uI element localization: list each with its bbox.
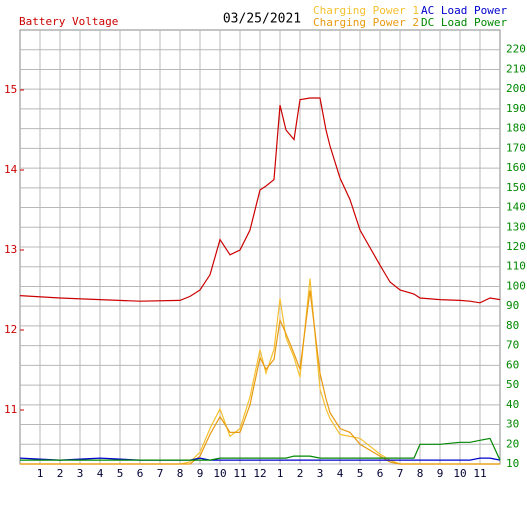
x-tick-label: 9 bbox=[197, 467, 204, 480]
y-tick-label: 14 bbox=[4, 163, 18, 176]
series-line bbox=[20, 290, 500, 465]
y2-tick-label: 160 bbox=[506, 161, 526, 174]
x-tick-label: 4 bbox=[337, 467, 344, 480]
x-tick-label: 2 bbox=[57, 467, 64, 480]
x-tick-label: 11 bbox=[473, 467, 486, 480]
x-tick-label: 3 bbox=[317, 467, 324, 480]
y-tick-label: 13 bbox=[4, 243, 17, 256]
y2-tick-label: 110 bbox=[506, 260, 526, 273]
legend-entry: AC Load Power bbox=[421, 4, 507, 17]
x-tick-label: 3 bbox=[77, 467, 84, 480]
x-tick-label: 8 bbox=[417, 467, 424, 480]
x-tick-label: 6 bbox=[137, 467, 144, 480]
y-tick-label: 15 bbox=[4, 83, 17, 96]
y2-tick-label: 210 bbox=[506, 62, 526, 75]
x-tick-label: 1 bbox=[37, 467, 44, 480]
y2-tick-label: 20 bbox=[506, 437, 519, 450]
y-axis-label: Battery Voltage bbox=[19, 15, 118, 28]
y2-tick-label: 190 bbox=[506, 102, 526, 115]
legend-entry: Charging Power 2 bbox=[313, 16, 419, 29]
legend-entry: DC Load Power bbox=[421, 16, 507, 29]
x-tick-label: 1 bbox=[277, 467, 284, 480]
y-tick-label: 11 bbox=[4, 403, 17, 416]
y2-tick-label: 180 bbox=[506, 122, 526, 135]
chart-title: 03/25/2021 bbox=[223, 12, 301, 27]
x-tick-label: 4 bbox=[97, 467, 104, 480]
x-tick-label: 12 bbox=[253, 467, 266, 480]
y2-tick-label: 130 bbox=[506, 220, 526, 233]
series-line bbox=[19, 97, 501, 304]
x-tick-label: 10 bbox=[453, 467, 466, 480]
x-tick-label: 5 bbox=[117, 467, 124, 480]
y-tick-label: 12 bbox=[4, 323, 17, 336]
x-tick-label: 9 bbox=[437, 467, 444, 480]
x-tick-label: 8 bbox=[177, 467, 184, 480]
y2-tick-label: 90 bbox=[506, 299, 519, 312]
y2-tick-label: 80 bbox=[506, 319, 519, 332]
y2-tick-label: 120 bbox=[506, 240, 526, 253]
y2-tick-label: 40 bbox=[506, 398, 519, 411]
x-tick-label: 10 bbox=[213, 467, 226, 480]
series-line bbox=[19, 457, 501, 461]
x-tick-label: 2 bbox=[297, 467, 304, 480]
y2-tick-label: 200 bbox=[506, 82, 526, 95]
y2-tick-label: 60 bbox=[506, 358, 519, 371]
y2-tick-label: 100 bbox=[506, 279, 526, 292]
series-line bbox=[20, 437, 501, 461]
y2-tick-label: 50 bbox=[506, 378, 519, 391]
y2-tick-label: 220 bbox=[506, 43, 526, 56]
y2-tick-label: 10 bbox=[506, 457, 519, 470]
x-tick-label: 11 bbox=[233, 467, 246, 480]
y2-tick-label: 30 bbox=[506, 418, 519, 431]
y2-tick-label: 150 bbox=[506, 181, 526, 194]
x-tick-label: 5 bbox=[357, 467, 364, 480]
x-tick-label: 7 bbox=[397, 467, 404, 480]
x-tick-label: 6 bbox=[377, 467, 384, 480]
y2-tick-label: 140 bbox=[506, 201, 526, 214]
x-tick-label: 7 bbox=[157, 467, 164, 480]
y2-tick-label: 70 bbox=[506, 339, 519, 352]
y2-tick-label: 170 bbox=[506, 141, 526, 154]
legend-entry: Charging Power 1 bbox=[313, 4, 419, 17]
